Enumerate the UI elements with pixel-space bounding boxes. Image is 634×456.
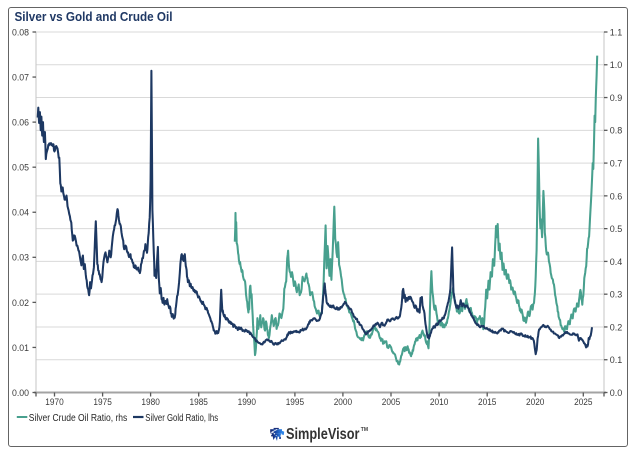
svg-text:1980: 1980 <box>141 397 159 408</box>
svg-text:1.1: 1.1 <box>610 27 623 38</box>
svg-text:0.2: 0.2 <box>610 322 623 333</box>
svg-text:2025: 2025 <box>574 397 592 408</box>
svg-text:1985: 1985 <box>190 397 208 408</box>
svg-text:2015: 2015 <box>478 397 496 408</box>
svg-text:0.9: 0.9 <box>610 93 623 104</box>
svg-text:2000: 2000 <box>334 397 352 408</box>
svg-text:1975: 1975 <box>93 397 111 408</box>
svg-text:0.03: 0.03 <box>12 253 29 264</box>
svg-text:0.8: 0.8 <box>610 126 623 137</box>
svg-text:0.07: 0.07 <box>12 73 29 84</box>
svg-text:0.06: 0.06 <box>12 118 29 129</box>
svg-text:1.0: 1.0 <box>610 60 623 71</box>
svg-text:0.3: 0.3 <box>610 290 623 301</box>
svg-text:1970: 1970 <box>45 397 63 408</box>
svg-text:2005: 2005 <box>382 397 400 408</box>
svg-text:0.7: 0.7 <box>610 159 623 170</box>
svg-text:1995: 1995 <box>286 397 304 408</box>
svg-text:SimpleVisor: SimpleVisor <box>286 426 360 443</box>
svg-text:1990: 1990 <box>238 397 256 408</box>
svg-text:0.5: 0.5 <box>610 224 623 235</box>
svg-text:0.02: 0.02 <box>12 298 29 309</box>
svg-text:0.04: 0.04 <box>12 208 30 219</box>
svg-text:0.1: 0.1 <box>610 355 623 366</box>
svg-text:2010: 2010 <box>430 397 448 408</box>
svg-text:0.08: 0.08 <box>12 27 29 38</box>
svg-text:2020: 2020 <box>526 397 544 408</box>
svg-text:0.0: 0.0 <box>610 388 623 399</box>
svg-text:0.00: 0.00 <box>12 388 29 399</box>
svg-text:Silver Gold Ratio, lhs: Silver Gold Ratio, lhs <box>145 413 218 424</box>
svg-text:0.05: 0.05 <box>12 163 29 174</box>
svg-text:0.6: 0.6 <box>610 191 623 202</box>
svg-text:Silver Crude Oil Ratio, rhs: Silver Crude Oil Ratio, rhs <box>29 413 128 424</box>
svg-text:Silver vs Gold and Crude Oil: Silver vs Gold and Crude Oil <box>15 9 173 24</box>
svg-text:TM: TM <box>361 427 368 433</box>
svg-text:0.01: 0.01 <box>12 343 29 354</box>
svg-text:0.4: 0.4 <box>610 257 623 268</box>
